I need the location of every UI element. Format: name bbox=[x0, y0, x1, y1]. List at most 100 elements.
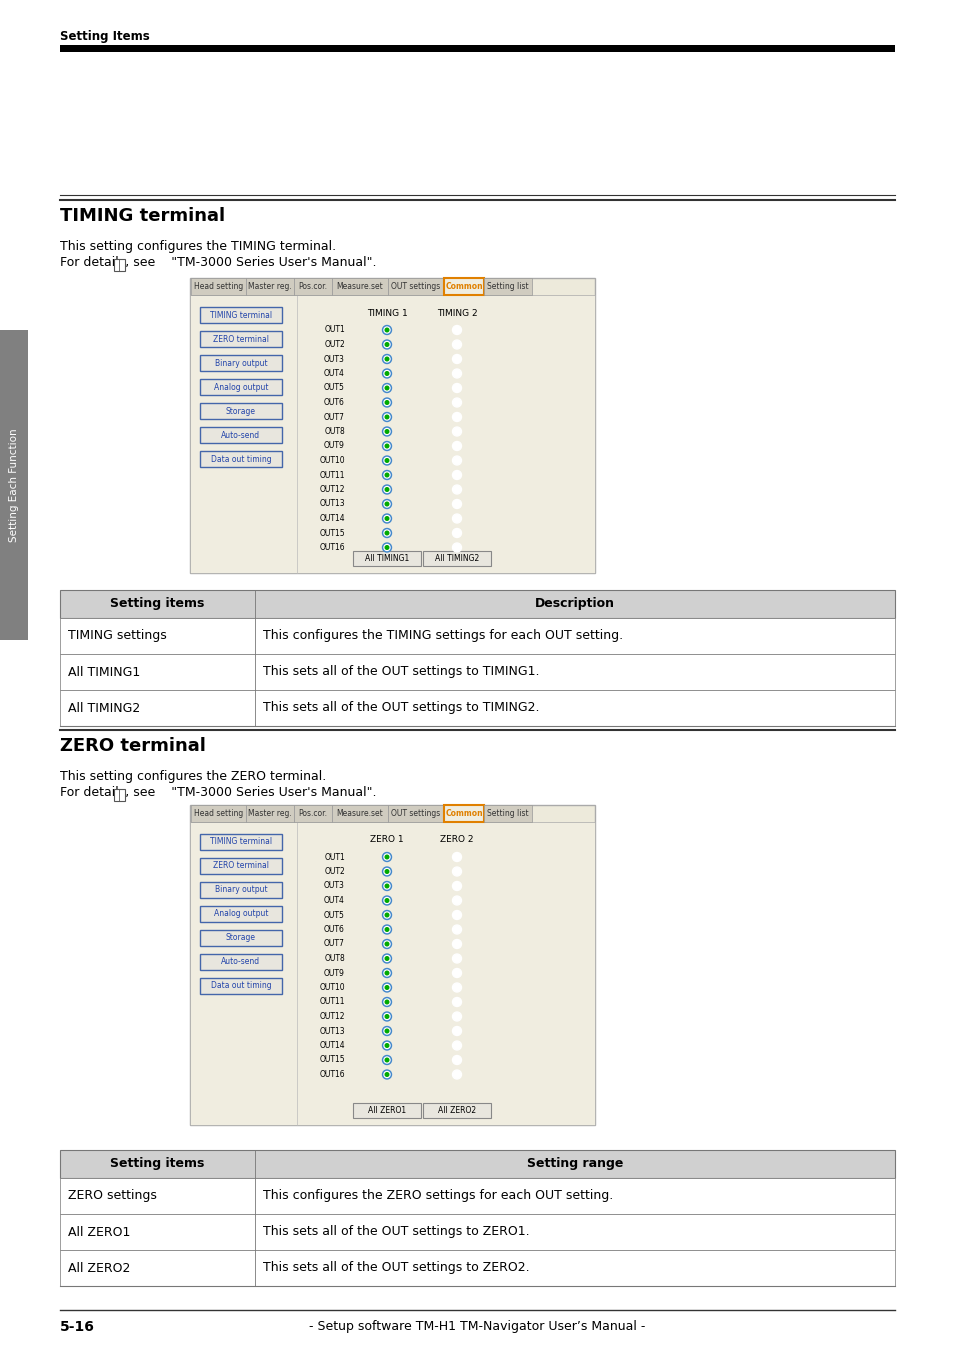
Circle shape bbox=[384, 487, 390, 492]
Bar bbox=[60, 1250, 894, 1286]
Bar bbox=[60, 690, 894, 727]
Circle shape bbox=[384, 898, 390, 903]
Text: Master reg.: Master reg. bbox=[248, 809, 292, 818]
Bar bbox=[60, 1150, 894, 1178]
Circle shape bbox=[382, 383, 391, 392]
Text: OUT13: OUT13 bbox=[319, 1026, 345, 1035]
Circle shape bbox=[384, 429, 390, 434]
Bar bbox=[200, 379, 282, 395]
Circle shape bbox=[382, 442, 391, 450]
Bar bbox=[332, 278, 388, 295]
Circle shape bbox=[452, 543, 461, 551]
Circle shape bbox=[384, 1072, 390, 1077]
Text: Pos.cor.: Pos.cor. bbox=[298, 809, 327, 818]
Circle shape bbox=[382, 896, 391, 905]
Text: This sets all of the OUT settings to ZERO2.: This sets all of the OUT settings to ZER… bbox=[263, 1262, 529, 1274]
Text: Binary output: Binary output bbox=[214, 359, 267, 368]
Circle shape bbox=[382, 954, 391, 962]
Text: OUT12: OUT12 bbox=[319, 485, 345, 493]
Circle shape bbox=[452, 867, 461, 876]
Text: This sets all of the OUT settings to ZERO1.: This sets all of the OUT settings to ZER… bbox=[263, 1225, 529, 1239]
Text: OUT11: OUT11 bbox=[319, 470, 345, 480]
Text: Data out timing: Data out timing bbox=[211, 454, 271, 464]
Circle shape bbox=[385, 985, 389, 989]
Circle shape bbox=[385, 899, 389, 902]
Circle shape bbox=[382, 369, 391, 377]
Circle shape bbox=[382, 340, 391, 349]
Text: Storage: Storage bbox=[226, 934, 255, 942]
Circle shape bbox=[385, 415, 389, 419]
Circle shape bbox=[452, 983, 461, 992]
Circle shape bbox=[452, 882, 461, 891]
Text: OUT13: OUT13 bbox=[319, 500, 345, 508]
Bar bbox=[483, 805, 532, 822]
Text: Common: Common bbox=[445, 809, 482, 818]
Circle shape bbox=[452, 940, 461, 949]
Text: OUT5: OUT5 bbox=[324, 383, 345, 392]
Text: OUT9: OUT9 bbox=[324, 442, 345, 450]
Text: Analog output: Analog output bbox=[213, 910, 268, 918]
Circle shape bbox=[382, 514, 391, 523]
Bar bbox=[113, 789, 125, 801]
Text: OUT4: OUT4 bbox=[324, 896, 345, 905]
Circle shape bbox=[452, 910, 461, 919]
Text: OUT6: OUT6 bbox=[324, 925, 345, 934]
Circle shape bbox=[384, 501, 390, 507]
Circle shape bbox=[382, 852, 391, 861]
Text: OUT3: OUT3 bbox=[324, 355, 345, 364]
Circle shape bbox=[385, 913, 389, 917]
Text: This configures the ZERO settings for each OUT setting.: This configures the ZERO settings for ea… bbox=[263, 1189, 613, 1202]
Circle shape bbox=[452, 369, 461, 377]
Bar bbox=[60, 590, 894, 617]
Bar bbox=[200, 355, 282, 371]
Bar bbox=[113, 259, 125, 271]
Circle shape bbox=[385, 1058, 389, 1062]
Text: Setting list: Setting list bbox=[487, 809, 528, 818]
Text: Description: Description bbox=[535, 597, 615, 611]
Text: OUT7: OUT7 bbox=[324, 940, 345, 949]
Text: Data out timing: Data out timing bbox=[211, 981, 271, 991]
Text: All TIMING1: All TIMING1 bbox=[364, 554, 409, 563]
Text: This configures the TIMING settings for each OUT setting.: This configures the TIMING settings for … bbox=[263, 630, 622, 643]
Text: Setting items: Setting items bbox=[111, 1158, 205, 1170]
Circle shape bbox=[385, 1030, 389, 1033]
Circle shape bbox=[385, 1015, 389, 1018]
Bar bbox=[200, 834, 282, 851]
Text: TIMING settings: TIMING settings bbox=[68, 630, 167, 643]
Circle shape bbox=[384, 868, 390, 875]
Circle shape bbox=[384, 515, 390, 522]
Circle shape bbox=[382, 355, 391, 364]
Text: 5-16: 5-16 bbox=[60, 1320, 94, 1335]
Circle shape bbox=[382, 1012, 391, 1020]
Text: OUT16: OUT16 bbox=[319, 543, 345, 551]
Bar bbox=[246, 278, 294, 295]
Bar bbox=[60, 1178, 894, 1215]
Circle shape bbox=[452, 456, 461, 465]
Circle shape bbox=[385, 400, 389, 404]
Circle shape bbox=[452, 968, 461, 977]
Circle shape bbox=[382, 398, 391, 407]
Bar bbox=[200, 307, 282, 324]
Circle shape bbox=[382, 882, 391, 891]
Circle shape bbox=[382, 470, 391, 480]
Circle shape bbox=[384, 1014, 390, 1019]
Bar bbox=[60, 617, 894, 654]
Circle shape bbox=[384, 956, 390, 961]
Bar bbox=[200, 403, 282, 419]
Circle shape bbox=[382, 998, 391, 1007]
Circle shape bbox=[384, 545, 390, 550]
Text: Setting range: Setting range bbox=[526, 1158, 622, 1170]
Text: Binary output: Binary output bbox=[214, 886, 267, 895]
Circle shape bbox=[384, 999, 390, 1006]
Text: Head setting: Head setting bbox=[193, 282, 243, 291]
Text: All TIMING1: All TIMING1 bbox=[68, 666, 140, 678]
Circle shape bbox=[384, 414, 390, 421]
Text: OUT15: OUT15 bbox=[319, 528, 345, 538]
Text: OUT7: OUT7 bbox=[324, 412, 345, 422]
Text: OUT9: OUT9 bbox=[324, 968, 345, 977]
Circle shape bbox=[384, 530, 390, 537]
Bar bbox=[200, 427, 282, 443]
Text: TIMING terminal: TIMING terminal bbox=[210, 837, 272, 847]
Text: OUT5: OUT5 bbox=[324, 910, 345, 919]
Text: All ZERO1: All ZERO1 bbox=[368, 1105, 406, 1115]
